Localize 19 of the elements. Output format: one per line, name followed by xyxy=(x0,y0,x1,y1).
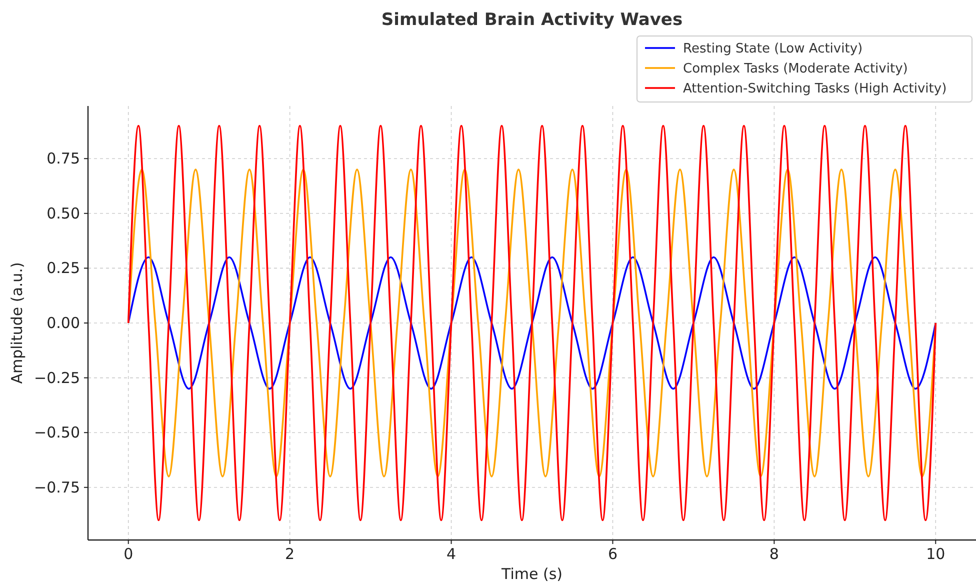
y-axis-title: Amplitude (a.u.) xyxy=(8,262,26,384)
x-tick-label: 10 xyxy=(926,545,946,563)
legend-label: Attention-Switching Tasks (High Activity) xyxy=(683,82,947,96)
y-tick-label: −0.75 xyxy=(34,478,80,496)
x-tick-label: 2 xyxy=(285,545,295,563)
y-tick-label: 0.75 xyxy=(46,150,80,168)
x-tick-label: 6 xyxy=(608,545,618,563)
y-tick-label: −0.50 xyxy=(34,424,80,442)
y-tick-label: 0.25 xyxy=(46,259,80,278)
y-tick-label: 0.00 xyxy=(46,314,80,332)
chart-title: Simulated Brain Activity Waves xyxy=(381,10,683,30)
x-axis-title: Time (s) xyxy=(500,565,562,583)
x-tick-label: 4 xyxy=(446,545,456,563)
y-tick-label: 0.50 xyxy=(46,204,80,222)
y-tick-label: −0.25 xyxy=(34,368,80,387)
x-tick-label: 8 xyxy=(769,545,779,563)
legend-label: Complex Tasks (Moderate Activity) xyxy=(683,62,908,76)
legend-label: Resting State (Low Activity) xyxy=(683,42,863,56)
x-tick-label: 0 xyxy=(124,545,134,563)
